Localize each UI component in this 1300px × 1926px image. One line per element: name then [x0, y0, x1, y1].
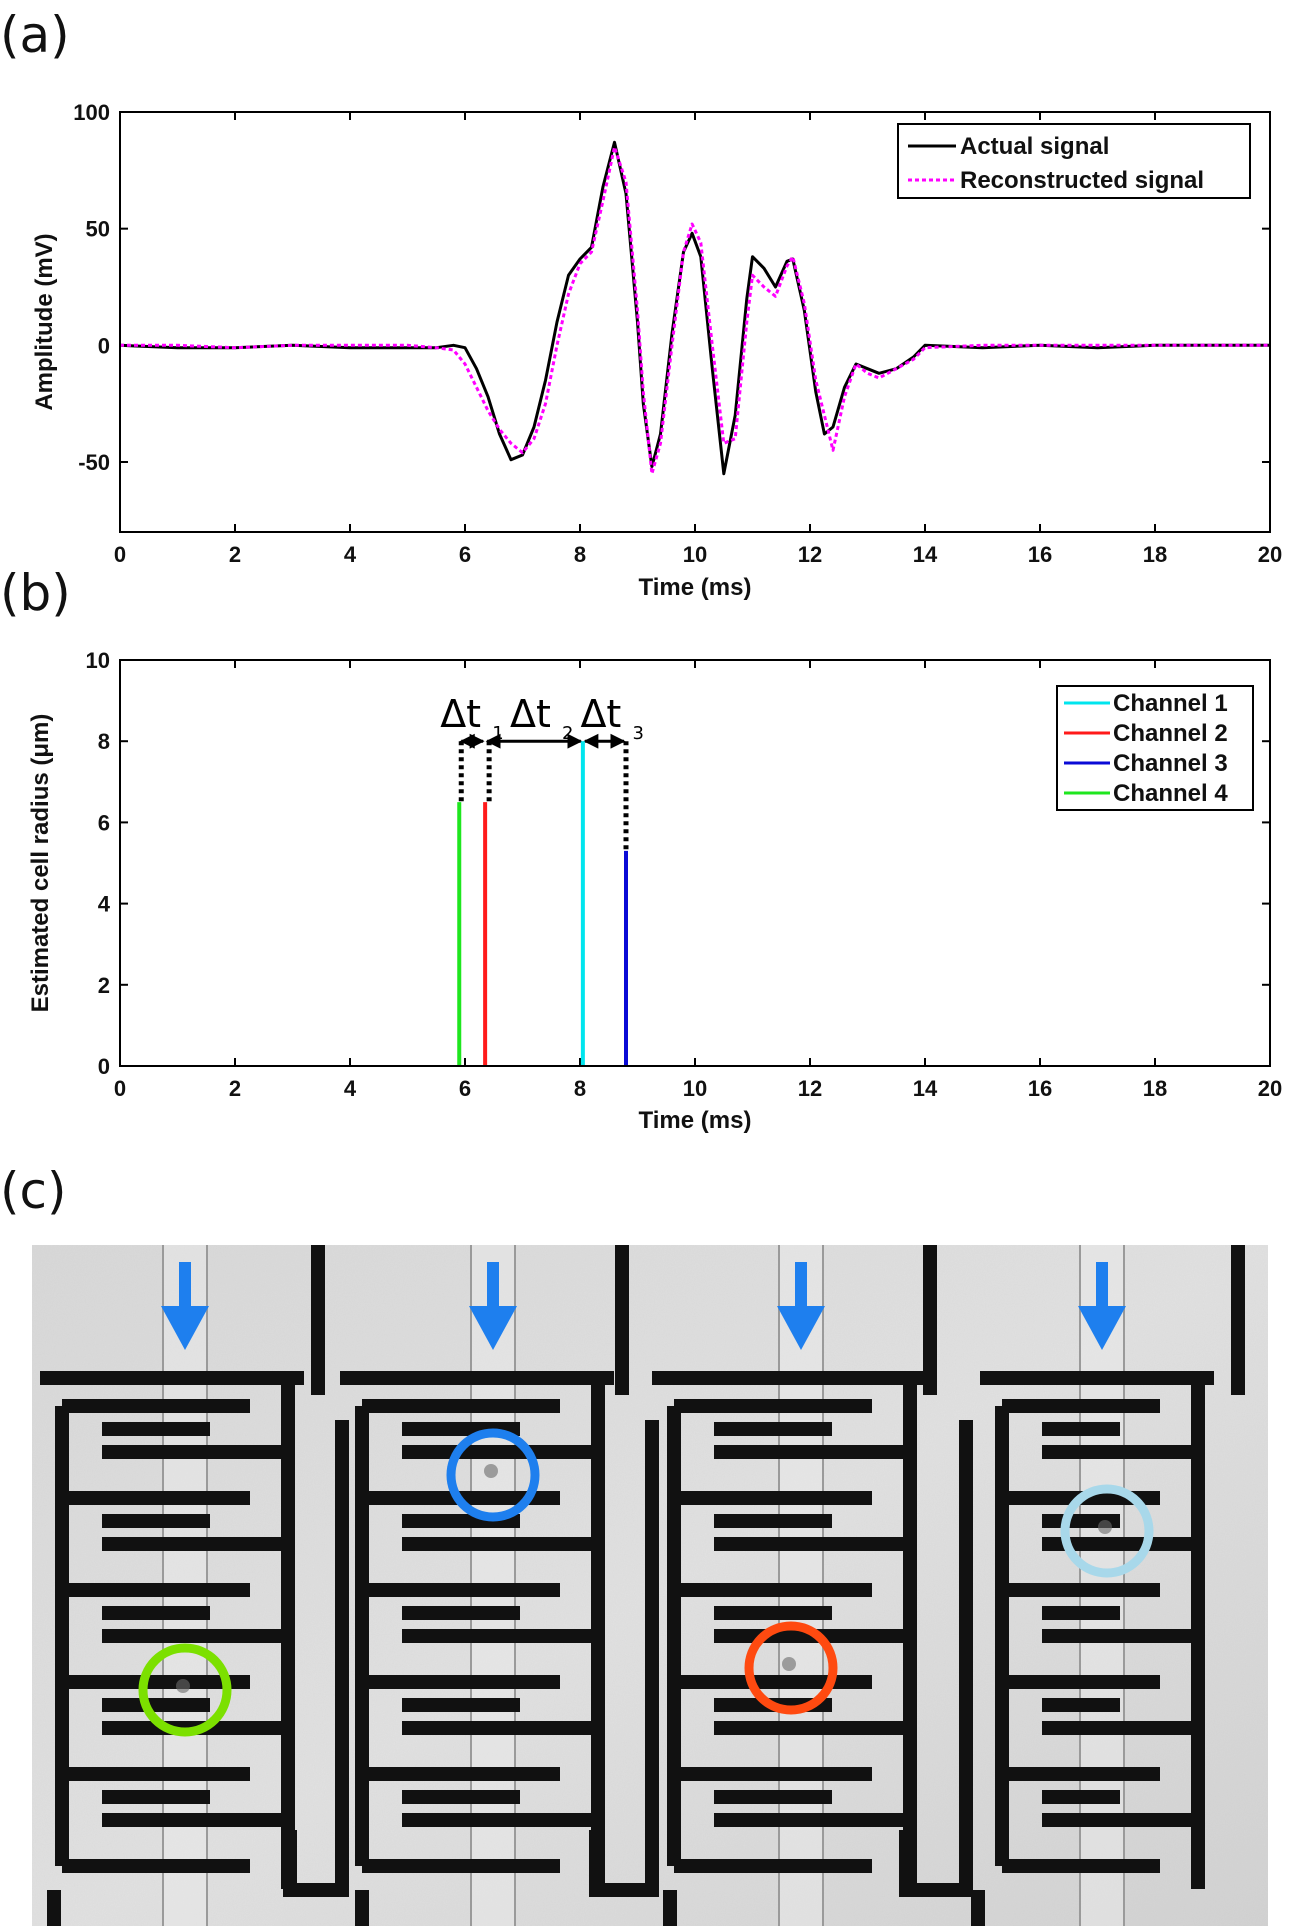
b-y-tick-label: 4	[98, 892, 111, 917]
legend-label-channel-1: Channel 1	[1113, 690, 1228, 717]
flow-arrow-head-1	[161, 1306, 209, 1350]
annotation-sub-2: 2	[562, 723, 573, 744]
cell-marker-channel-3	[446, 1428, 540, 1522]
chart-a-x-label: Time (ms)	[639, 574, 752, 601]
micrograph-panel	[32, 1245, 1268, 1926]
a-y-tick-label: -50	[78, 450, 110, 475]
annotation-sub-3: 3	[632, 723, 643, 744]
cell-marker-channel-2	[744, 1621, 838, 1715]
chart-a-series	[119, 140, 1270, 476]
b-x-tick-label: 12	[798, 1076, 822, 1101]
b-y-tick-label: 10	[86, 648, 110, 673]
b-x-tick-label: 16	[1028, 1076, 1052, 1101]
legend-label-channel-3: Channel 3	[1113, 750, 1228, 777]
electrode-link	[589, 1420, 659, 1897]
annotation-label-2: Δt	[510, 692, 551, 736]
a-y-tick-label: 50	[86, 217, 110, 242]
b-x-tick-label: 2	[229, 1076, 241, 1101]
cell-marker-channel-4	[138, 1643, 232, 1737]
series-reconstructed-signal	[120, 145, 1270, 476]
b-y-tick-label: 0	[98, 1054, 110, 1079]
electrode-link	[283, 1420, 349, 1897]
b-y-tick-label: 8	[98, 729, 110, 754]
chart-a-x-ticks: 0 2 4 6 8 10 12 14 16 18 20	[114, 112, 1282, 567]
legend-label-channel-2: Channel 2	[1113, 720, 1228, 747]
a-x-tick-label: 20	[1258, 542, 1282, 567]
a-x-tick-label: 18	[1143, 542, 1167, 567]
panel-label-c: (c)	[0, 1162, 67, 1220]
chart-a-legend-box	[897, 123, 1251, 199]
chart-b-frame	[119, 659, 1271, 1067]
chart-a-frame	[119, 111, 1271, 533]
chart-a-legend: Actual signal Reconstructed signal	[897, 123, 1251, 199]
flow-arrow-head-3	[777, 1306, 825, 1350]
flow-arrow-head-2	[469, 1306, 517, 1350]
a-y-tick-label: 0	[98, 333, 110, 358]
b-y-tick-label: 6	[98, 810, 110, 835]
a-x-tick-label: 0	[114, 542, 126, 567]
b-y-tick-label: 2	[98, 973, 110, 998]
series-actual-signal	[119, 140, 1270, 476]
legend-label-channel-4: Channel 4	[1113, 780, 1228, 807]
cell-markers	[138, 1428, 1154, 1737]
b-x-tick-label: 20	[1258, 1076, 1282, 1101]
a-x-tick-label: 2	[229, 542, 241, 567]
b-x-tick-label: 10	[683, 1076, 707, 1101]
chart-b-annotations: Δt 1 Δt 2 Δt 3	[440, 692, 644, 851]
chart-b-legend: Channel 1 Channel 2 Channel 3 Channel 4	[1056, 685, 1254, 811]
flow-arrow-head-4	[1078, 1306, 1126, 1350]
cell-marker-channel-1	[1060, 1484, 1154, 1578]
panel-label-b: (b)	[0, 564, 71, 622]
cell	[1098, 1520, 1112, 1534]
b-x-tick-label: 8	[574, 1076, 586, 1101]
cell	[782, 1657, 796, 1671]
electrode-unit-1	[55, 1383, 295, 1889]
b-x-tick-label: 18	[1143, 1076, 1167, 1101]
a-x-tick-label: 6	[459, 542, 471, 567]
cell	[484, 1464, 498, 1478]
a-x-tick-label: 16	[1028, 542, 1052, 567]
chart-b-legend-box	[1056, 685, 1254, 811]
b-x-tick-label: 6	[459, 1076, 471, 1101]
chart-a-y-label: Amplitude (mV)	[31, 233, 58, 410]
chart-a: 0 2 4 6 8 10 12 14 16 18 20 100 50 0 -50 Time (ms) Am…	[31, 100, 1282, 601]
a-x-tick-label: 14	[913, 542, 938, 567]
a-x-tick-label: 8	[574, 542, 586, 567]
b-x-tick-label: 4	[344, 1076, 357, 1101]
flow-arrows	[161, 1262, 1126, 1350]
electrode-link	[899, 1420, 973, 1897]
chart-b-y-ticks: 10 8 6 4 2 0	[86, 648, 1270, 1079]
b-x-tick-label: 0	[114, 1076, 126, 1101]
cell	[176, 1679, 190, 1693]
legend-label-actual: Actual signal	[960, 133, 1109, 160]
a-x-tick-label: 4	[344, 542, 357, 567]
legend-label-reconstructed: Reconstructed signal	[960, 167, 1204, 194]
a-x-tick-label: 12	[798, 542, 822, 567]
annotation-label-1: Δt	[440, 692, 481, 736]
panel-label-a: (a)	[0, 6, 70, 64]
chart-b-x-label: Time (ms)	[639, 1107, 752, 1134]
a-x-tick-label: 10	[683, 542, 707, 567]
chart-b-y-label: Estimated cell radius (μm)	[27, 714, 54, 1013]
chart-b-bars	[457, 741, 628, 1066]
annotation-label-3: Δt	[580, 692, 621, 736]
b-x-tick-label: 14	[913, 1076, 938, 1101]
a-y-tick-label: 100	[73, 100, 110, 125]
